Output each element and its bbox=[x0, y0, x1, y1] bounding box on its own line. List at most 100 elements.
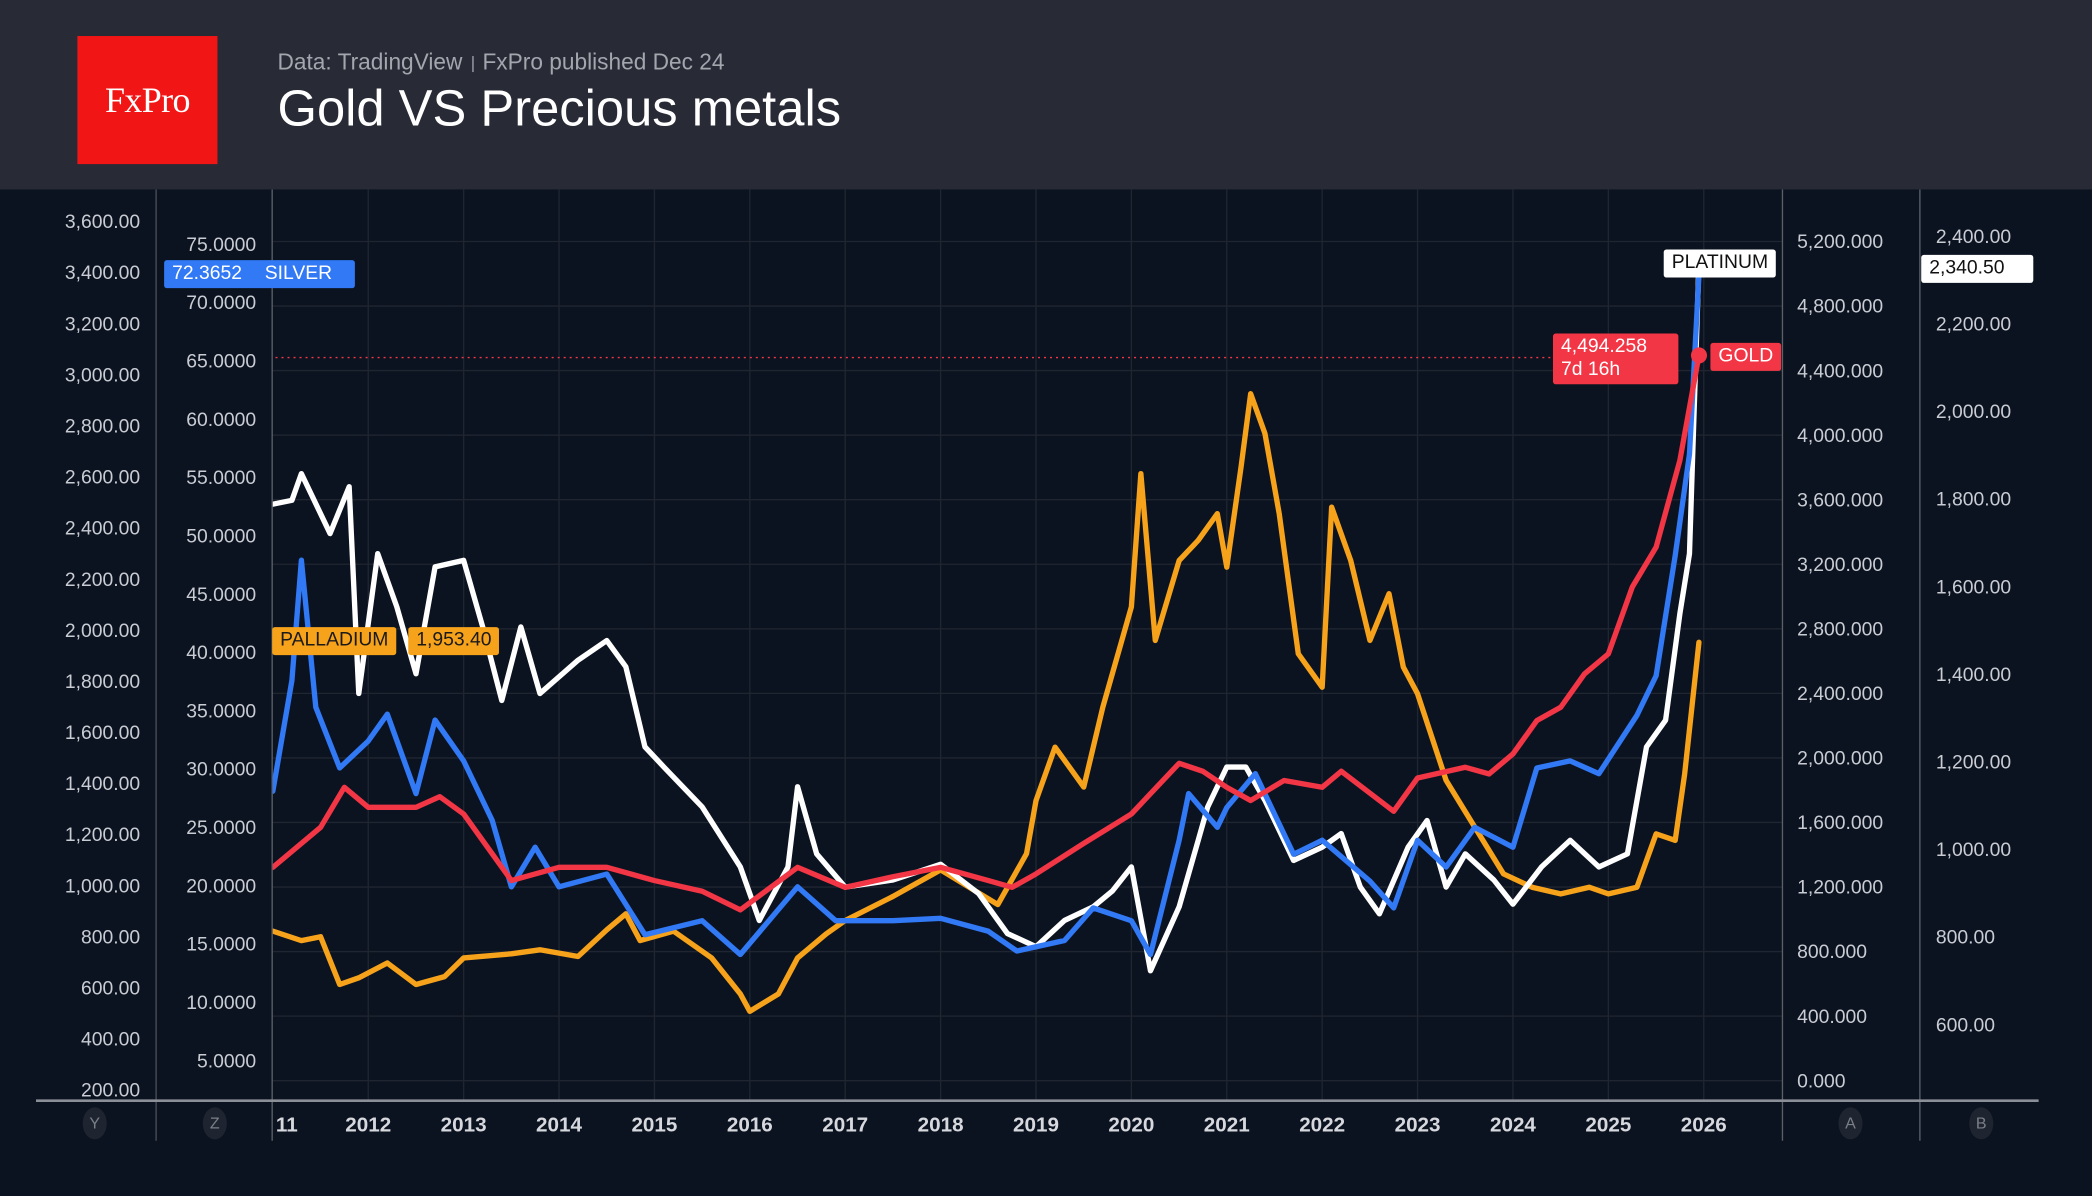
subtitle: Data: TradingView FxPro published Dec 24 bbox=[278, 49, 725, 76]
gold-label-badge: GOLD bbox=[1710, 342, 1782, 371]
axis-a-tick-label: 4,000.000 bbox=[1797, 425, 1883, 447]
x-tick-label: 2025 bbox=[1585, 1113, 1631, 1136]
platinum-label-badge: PLATINUM bbox=[1663, 249, 1777, 278]
axis-letter-y: Y bbox=[89, 1116, 100, 1133]
axis-y-tick-label: 2,000.00 bbox=[65, 620, 140, 642]
axis-a-tick-label: 0.000 bbox=[1797, 1070, 1845, 1092]
axis-letter-z: Z bbox=[210, 1116, 220, 1133]
axis-z-tick-label: 25.0000 bbox=[186, 817, 256, 839]
axis-a-tick-label: 800.000 bbox=[1797, 941, 1867, 963]
axis-z-tick-label: 20.0000 bbox=[186, 875, 256, 897]
gold-countdown: 7d 16h bbox=[1560, 358, 1621, 381]
axis-y-tick-label: 600.00 bbox=[81, 978, 140, 1000]
silver-value: 72.3652 bbox=[172, 262, 243, 285]
x-tick-label: 2021 bbox=[1204, 1113, 1250, 1136]
series-lines bbox=[272, 259, 1702, 1014]
axis-y-tick-label: 2,200.00 bbox=[65, 569, 140, 591]
axis-a-tick-label: 3,200.000 bbox=[1797, 554, 1883, 576]
x-tick-label: 2023 bbox=[1395, 1113, 1441, 1136]
axis-y-tick-label: 1,000.00 bbox=[65, 875, 140, 897]
axis-letter-a-bg[interactable] bbox=[1838, 1107, 1863, 1140]
axis-b-tick-label: 1,000.00 bbox=[1936, 839, 2011, 861]
x-tick-label: 2017 bbox=[822, 1113, 868, 1136]
x-tick-label: 2019 bbox=[1013, 1113, 1059, 1136]
axis-z-tick-label: 30.0000 bbox=[186, 759, 256, 781]
axis-z-tick-label: 65.0000 bbox=[186, 350, 256, 372]
axis-z-tick-label: 50.0000 bbox=[186, 525, 256, 547]
axis-y-tick-label: 1,600.00 bbox=[65, 722, 140, 744]
axis-y-tick-label: 800.00 bbox=[81, 926, 140, 948]
palladium-value-badge: 1,953.40 bbox=[408, 627, 500, 656]
axis-y-tick-label: 2,800.00 bbox=[65, 416, 140, 438]
x-tick-label: 2016 bbox=[727, 1113, 773, 1136]
x-tick-label: 2026 bbox=[1681, 1113, 1727, 1136]
axis-b-tick-label: 2,400.00 bbox=[1936, 226, 2011, 248]
axis-a-tick-label: 1,600.000 bbox=[1797, 812, 1883, 834]
axis-z-tick-label: 45.0000 bbox=[186, 584, 256, 606]
gold-value: 4,494.258 bbox=[1560, 336, 1648, 358]
palladium-line bbox=[272, 391, 1702, 1014]
axis-z-tick-label: 5.0000 bbox=[197, 1050, 256, 1072]
axis-letter-z-bg[interactable] bbox=[202, 1107, 227, 1140]
axis-y-tick-label: 1,200.00 bbox=[65, 824, 140, 846]
page-title: Gold VS Precious metals bbox=[277, 81, 842, 138]
axis-z-tick-label: 75.0000 bbox=[186, 234, 256, 256]
silver-label: SILVER bbox=[264, 262, 333, 285]
axis-a-tick-label: 2,000.000 bbox=[1797, 748, 1883, 770]
axis-a-tick-label: 1,200.000 bbox=[1797, 877, 1883, 899]
axis-separators bbox=[36, 189, 2039, 1141]
axis-b-tick-label: 1,200.00 bbox=[1936, 751, 2011, 773]
divider bbox=[471, 55, 474, 72]
gold-last-point bbox=[1690, 347, 1707, 364]
axis-a-tick-label: 400.000 bbox=[1797, 1006, 1867, 1028]
axis-z-tick-label: 40.0000 bbox=[186, 642, 256, 664]
axis-a-tick-label: 5,200.000 bbox=[1797, 231, 1883, 253]
x-tick-label: 11 bbox=[276, 1113, 298, 1136]
x-tick-label: 2012 bbox=[345, 1113, 391, 1136]
axis-b-tick-label: 1,400.00 bbox=[1936, 664, 2011, 686]
data-source: Data: TradingView bbox=[277, 49, 463, 75]
axis-letter-a: A bbox=[1845, 1116, 1856, 1133]
axis-letter-b-bg[interactable] bbox=[1969, 1107, 1994, 1140]
axis-y-tick-label: 1,400.00 bbox=[65, 773, 140, 795]
fxpro-logo: FxPro bbox=[77, 36, 218, 165]
axis-ticks: 11 2012 2013 2014 2015 2016 2017 2018 2019 2020 20… bbox=[65, 211, 2011, 1136]
axis-letter-b: B bbox=[1976, 1116, 1987, 1133]
axis-b-tick-label: 2,000.00 bbox=[1936, 401, 2011, 423]
x-tick-label: 2020 bbox=[1108, 1113, 1154, 1136]
gold-line bbox=[272, 352, 1702, 913]
x-tick-label: 2015 bbox=[631, 1113, 677, 1136]
axis-z-tick-label: 70.0000 bbox=[186, 292, 256, 314]
axis-y-tick-label: 1,800.00 bbox=[65, 671, 140, 693]
platinum-value-badge: 2,340.50 bbox=[1921, 254, 2034, 283]
axis-y-tick-label: 3,200.00 bbox=[65, 313, 140, 335]
axis-z-tick-label: 15.0000 bbox=[186, 934, 256, 956]
axis-letters: Y Z A B bbox=[82, 1107, 1994, 1140]
axis-letter-y-bg[interactable] bbox=[82, 1107, 107, 1140]
axis-a-tick-label: 4,800.000 bbox=[1797, 296, 1883, 318]
x-tick-label: 2013 bbox=[441, 1113, 487, 1136]
axis-b-tick-label: 800.00 bbox=[1936, 927, 1995, 949]
axis-a-tick-label: 2,400.000 bbox=[1797, 683, 1883, 705]
axis-y-tick-label: 200.00 bbox=[81, 1080, 140, 1102]
axis-b-tick-label: 1,800.00 bbox=[1936, 489, 2011, 511]
silver-line bbox=[272, 272, 1702, 958]
axis-y-tick-label: 2,600.00 bbox=[65, 467, 140, 489]
axis-y-tick-label: 3,000.00 bbox=[65, 364, 140, 386]
axis-y-tick-label: 2,400.00 bbox=[65, 518, 140, 540]
axis-z-tick-label: 60.0000 bbox=[186, 409, 256, 431]
silver-badge: 72.3652 SILVER bbox=[164, 260, 355, 289]
axis-a-tick-label: 4,400.000 bbox=[1797, 360, 1883, 382]
palladium-label-badge: PALLADIUM bbox=[272, 627, 397, 656]
axis-z-tick-label: 35.0000 bbox=[186, 700, 256, 722]
axis-z-tick-label: 10.0000 bbox=[186, 992, 256, 1014]
axis-b-tick-label: 1,600.00 bbox=[1936, 576, 2011, 598]
axis-a-tick-label: 3,600.000 bbox=[1797, 489, 1883, 511]
axis-z-tick-label: 55.0000 bbox=[186, 467, 256, 489]
x-tick-label: 2018 bbox=[918, 1113, 964, 1136]
axis-b-tick-label: 2,200.00 bbox=[1936, 313, 2011, 335]
platinum-line bbox=[272, 259, 1702, 974]
x-tick-label: 2022 bbox=[1299, 1113, 1345, 1136]
axis-y-tick-label: 3,600.00 bbox=[65, 211, 140, 233]
